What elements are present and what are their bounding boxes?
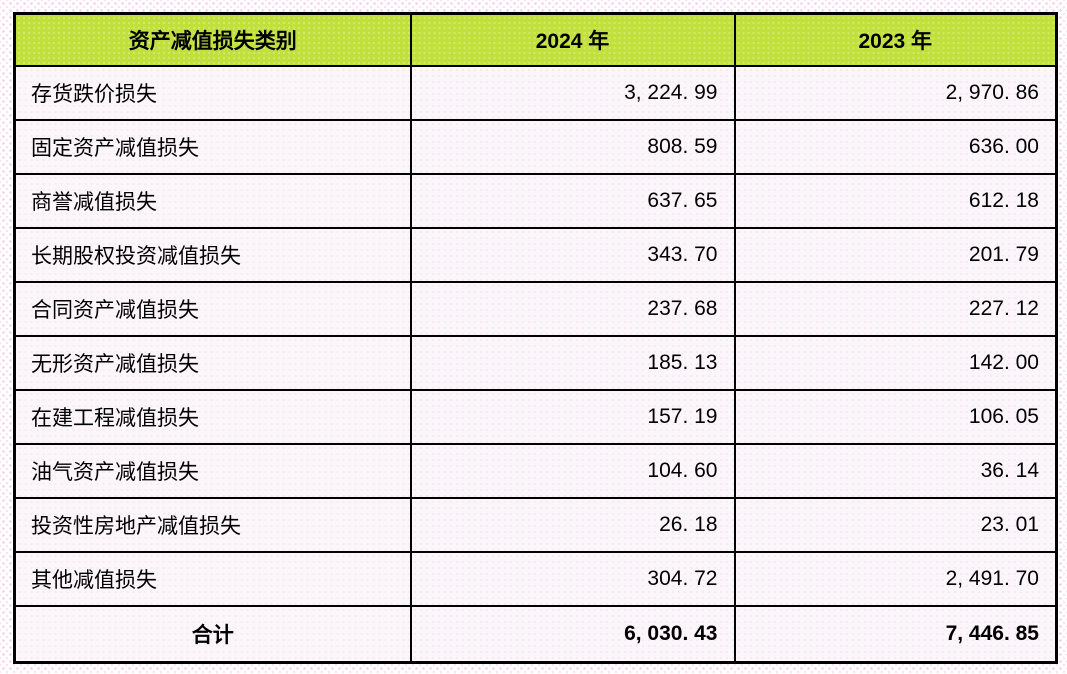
row-label: 其他减值损失 xyxy=(13,550,412,607)
header-cell-2024: 2024 年 xyxy=(409,12,736,67)
value-2024: 343. 70 xyxy=(409,226,736,283)
total-row: 合计 6, 030. 43 7, 446. 85 xyxy=(13,604,1058,664)
row-label: 投资性房地产减值损失 xyxy=(13,496,412,553)
row-label: 存货跌价损失 xyxy=(13,64,412,121)
value-2024: 237. 68 xyxy=(409,280,736,337)
row-label: 商誉减值损失 xyxy=(13,172,412,229)
table-row: 无形资产减值损失 185. 13 142. 00 xyxy=(13,334,1058,391)
row-label: 油气资产减值损失 xyxy=(13,442,412,499)
header-cell-category: 资产减值损失类别 xyxy=(13,12,412,67)
total-value-2023: 7, 446. 85 xyxy=(733,604,1058,664)
value-2023: 612. 18 xyxy=(733,172,1058,229)
value-2023: 23. 01 xyxy=(733,496,1058,553)
impairment-loss-table: 资产减值损失类别 2024 年 2023 年 存货跌价损失 3, 224. 99… xyxy=(13,12,1058,664)
value-2023: 636. 00 xyxy=(733,118,1058,175)
row-label: 在建工程减值损失 xyxy=(13,388,412,445)
value-2024: 26. 18 xyxy=(409,496,736,553)
value-2023: 142. 00 xyxy=(733,334,1058,391)
value-2024: 185. 13 xyxy=(409,334,736,391)
header-cell-2023: 2023 年 xyxy=(733,12,1058,67)
value-2023: 2, 491. 70 xyxy=(733,550,1058,607)
table-row: 商誉减值损失 637. 65 612. 18 xyxy=(13,172,1058,229)
table-row: 油气资产减值损失 104. 60 36. 14 xyxy=(13,442,1058,499)
table-row: 存货跌价损失 3, 224. 99 2, 970. 86 xyxy=(13,64,1058,121)
header-row: 资产减值损失类别 2024 年 2023 年 xyxy=(13,12,1058,67)
table-row: 其他减值损失 304. 72 2, 491. 70 xyxy=(13,550,1058,607)
row-label: 合同资产减值损失 xyxy=(13,280,412,337)
total-label: 合计 xyxy=(13,604,412,664)
value-2023: 106. 05 xyxy=(733,388,1058,445)
row-label: 无形资产减值损失 xyxy=(13,334,412,391)
table-row: 投资性房地产减值损失 26. 18 23. 01 xyxy=(13,496,1058,553)
total-value-2024: 6, 030. 43 xyxy=(409,604,736,664)
value-2024: 637. 65 xyxy=(409,172,736,229)
table-row: 在建工程减值损失 157. 19 106. 05 xyxy=(13,388,1058,445)
value-2024: 3, 224. 99 xyxy=(409,64,736,121)
row-label: 长期股权投资减值损失 xyxy=(13,226,412,283)
value-2023: 227. 12 xyxy=(733,280,1058,337)
value-2023: 201. 79 xyxy=(733,226,1058,283)
value-2024: 304. 72 xyxy=(409,550,736,607)
value-2023: 2, 970. 86 xyxy=(733,64,1058,121)
value-2024: 808. 59 xyxy=(409,118,736,175)
table-row: 固定资产减值损失 808. 59 636. 00 xyxy=(13,118,1058,175)
value-2024: 157. 19 xyxy=(409,388,736,445)
table-row: 长期股权投资减值损失 343. 70 201. 79 xyxy=(13,226,1058,283)
value-2024: 104. 60 xyxy=(409,442,736,499)
value-2023: 36. 14 xyxy=(733,442,1058,499)
row-label: 固定资产减值损失 xyxy=(13,118,412,175)
table-row: 合同资产减值损失 237. 68 227. 12 xyxy=(13,280,1058,337)
